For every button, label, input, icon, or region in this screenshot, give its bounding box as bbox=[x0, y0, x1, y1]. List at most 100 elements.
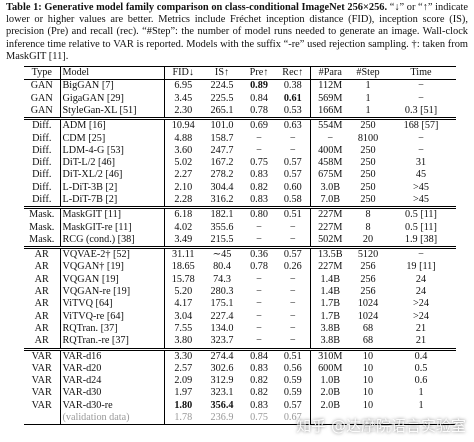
table-cell: ViTVQ [64] bbox=[60, 298, 165, 311]
table-cell: 0.5 bbox=[414, 362, 428, 374]
table-cell: VAR-d16 bbox=[60, 347, 165, 363]
table-cell: − bbox=[418, 144, 424, 156]
table-row: Mask. MaskGIT [11] 6.18 182.1 0.80 0.51 227M 8 0… bbox=[24, 206, 456, 222]
table-cell: 3.04 bbox=[174, 310, 193, 322]
table-cell: GAN bbox=[24, 79, 61, 93]
table-cell: 4.02 bbox=[174, 221, 193, 233]
table-cell: 6.18 bbox=[164, 206, 202, 222]
table-cell: 4.88 bbox=[174, 132, 193, 144]
table-cell: − bbox=[276, 298, 311, 311]
table-cell: 3.30 bbox=[164, 347, 202, 363]
table-cell: 5.20 bbox=[174, 286, 193, 298]
table-cell: VQGAN [19] bbox=[60, 273, 165, 287]
table-cell: Diff. bbox=[24, 157, 61, 170]
table-cell: 0.57 bbox=[276, 169, 311, 182]
table-cell: 250 bbox=[360, 193, 376, 205]
table-cell: VAR bbox=[24, 362, 61, 376]
column-header: IS↑ bbox=[202, 66, 242, 81]
table-cell: 134.0 bbox=[210, 322, 234, 334]
table-cell: 0.57 bbox=[276, 399, 311, 413]
table-cell: >45 bbox=[413, 193, 429, 205]
table-cell: − bbox=[256, 273, 262, 285]
table-cell: − bbox=[256, 233, 262, 245]
column-header: #Para bbox=[310, 66, 350, 81]
table-cell: − bbox=[256, 144, 262, 156]
table-cell: 569M bbox=[318, 92, 343, 104]
table-cell: AR bbox=[24, 261, 61, 274]
empty-cell bbox=[386, 412, 456, 426]
table-row: VAR VAR-d30 1.97 323.1 0.82 0.59 2.0B 10 1 bbox=[24, 387, 456, 400]
table-cell: 250 bbox=[360, 144, 376, 156]
table-row: VAR VAR-d30-re 1.80 356.4 0.83 0.57 2.0B 10 1 bbox=[24, 399, 456, 413]
table-cell: 0.53 bbox=[276, 104, 311, 119]
table-cell: 675M bbox=[318, 169, 343, 181]
table-cell: RQTran. [37] bbox=[60, 322, 165, 336]
table-cell: VAR bbox=[24, 375, 61, 388]
table-cell: MaskGIT [11] bbox=[60, 206, 165, 222]
table-cell: 1024 bbox=[357, 310, 379, 322]
table-cell: GAN bbox=[24, 92, 61, 105]
caption-text: “↓” or “↑” indicate lower or higher valu… bbox=[6, 2, 468, 62]
table-cell: AR bbox=[24, 310, 61, 323]
table-cell: 2.27 bbox=[174, 169, 193, 181]
table-row: GAN BigGAN [7] 6.95 224.5 0.89 0.38 112M 1 − bbox=[24, 79, 456, 93]
table-cell: 0.82 bbox=[250, 387, 268, 399]
table-cell: 554M bbox=[310, 117, 350, 133]
table-cell: 5.02 bbox=[174, 157, 193, 169]
table-cell: 7.55 bbox=[174, 322, 193, 334]
table-cell: 3.80 bbox=[174, 335, 193, 347]
table-cell: 0.82 bbox=[250, 375, 268, 387]
table-cell: L-DiT-3B [2] bbox=[60, 181, 165, 194]
table-cell: 1.97 bbox=[174, 387, 193, 399]
table-cell: RCG (cond.) [38] bbox=[60, 233, 165, 248]
table-cell: 224.5 bbox=[210, 80, 234, 92]
table-cell: 0.57 bbox=[276, 246, 311, 262]
table-cell: 2.57 bbox=[174, 362, 193, 374]
table-cell: 227M bbox=[310, 206, 350, 222]
table-cell: 8 bbox=[350, 206, 386, 222]
table-cell: 10 bbox=[362, 375, 374, 387]
table-cell: StyleGan-XL [51] bbox=[60, 104, 165, 119]
table-cell: 312.9 bbox=[210, 375, 234, 387]
table-cell: VQGAN† [19] bbox=[60, 261, 165, 274]
table-cell: 0.63 bbox=[276, 117, 311, 133]
watermark: 知乎 @达摩院语言实验室 bbox=[296, 417, 466, 435]
table-cell: 182.1 bbox=[202, 206, 242, 222]
table-cell: 0.61 bbox=[276, 92, 311, 105]
table-cell: 24 bbox=[415, 286, 427, 298]
table-cell: Mask. bbox=[24, 233, 61, 248]
column-header: Type bbox=[24, 66, 61, 81]
table-cell: 20 bbox=[362, 233, 374, 245]
table-cell: 0.51 bbox=[276, 347, 311, 363]
table-cell: − bbox=[276, 221, 311, 234]
table-cell: VAR-d30 bbox=[60, 387, 165, 400]
table-row: Mask. RCG (cond.) [38] 3.49 215.5− −502M 20 1.… bbox=[24, 233, 456, 248]
table-cell: 0.5 [11] bbox=[405, 221, 437, 233]
table-cell: Diff. bbox=[24, 132, 61, 145]
table-cell: VQVAE-2† [52] bbox=[60, 246, 165, 262]
table-cell: − bbox=[276, 132, 311, 145]
table-cell: 3.0B bbox=[320, 181, 341, 193]
table-row: VAR VAR-d24 2.09 312.9 0.82 0.59 1.0B 10 0.6 bbox=[24, 375, 456, 388]
table-row: Mask. MaskGIT-re [11] 4.02 355.6− −227M 8 0.5 … bbox=[24, 221, 456, 234]
caption-title: Generative model family comparison on cl… bbox=[44, 2, 388, 13]
table-cell: 158.7 bbox=[210, 132, 234, 144]
table-cell: 3.45 bbox=[174, 92, 193, 104]
table-cell: 3.60 bbox=[174, 144, 193, 156]
table-cell: VAR bbox=[24, 347, 61, 363]
table-cell: 0.36 bbox=[242, 246, 276, 262]
table-row: AR ViTVQ-re [64] 3.04 227.4− −1.7B 1024 >24 bbox=[24, 310, 456, 323]
table-cell: 316.2 bbox=[210, 193, 234, 205]
table-cell: 0.51 bbox=[276, 206, 311, 222]
table-cell: 323.1 bbox=[210, 387, 234, 399]
table-cell: − bbox=[256, 132, 262, 144]
table-cell: 256 bbox=[360, 273, 376, 285]
table-cell: 21 bbox=[415, 322, 427, 334]
table-cell: GigaGAN [29] bbox=[60, 92, 165, 105]
table-cell: 80.4 bbox=[213, 261, 231, 273]
table-cell: − bbox=[418, 132, 424, 144]
table-cell: 112M bbox=[318, 80, 343, 92]
column-header: FID↓ bbox=[164, 66, 202, 81]
table-cell: 227M bbox=[318, 221, 343, 233]
table-row: AR VQGAN-re [19] 5.20 280.3− −1.4B 256 24 bbox=[24, 286, 456, 299]
